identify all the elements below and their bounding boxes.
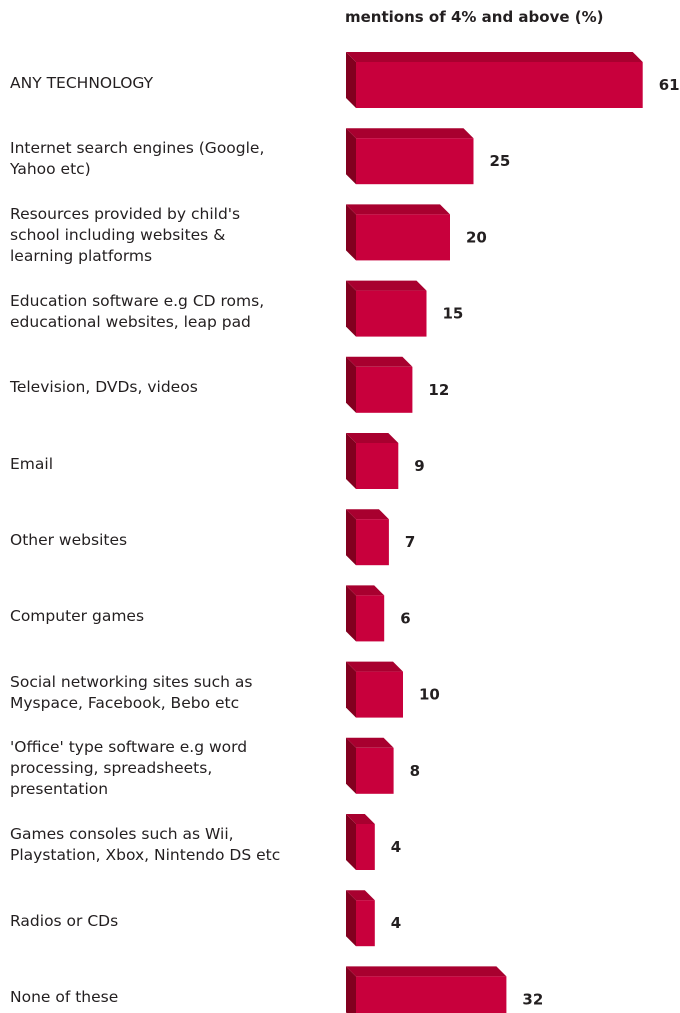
bar-top xyxy=(346,509,389,520)
bar-side xyxy=(346,737,356,794)
value-label: 4 xyxy=(391,914,401,932)
bar xyxy=(346,204,450,261)
category-label: Other websites xyxy=(10,530,128,549)
bar-front xyxy=(356,519,389,566)
bar-front xyxy=(356,900,375,947)
bar-top xyxy=(346,966,507,977)
bar-top xyxy=(346,585,385,596)
bar-top xyxy=(346,814,375,824)
bar-front xyxy=(356,595,385,642)
bar-top xyxy=(346,280,427,291)
bar-front xyxy=(356,366,413,413)
category-labels: ANY TECHNOLOGY Internet search engines (G… xyxy=(10,73,281,1006)
value-label: 15 xyxy=(443,305,464,323)
value-label: 4 xyxy=(391,838,401,856)
bar-side xyxy=(346,661,356,718)
bar-side xyxy=(346,204,356,261)
bar-top xyxy=(346,204,450,215)
bar-side xyxy=(346,509,356,566)
bar-top xyxy=(346,356,413,367)
bar-side xyxy=(346,433,356,489)
bar-side xyxy=(346,890,356,947)
category-label: Education software e.g CD roms, educatio… xyxy=(10,291,265,331)
bar-side xyxy=(346,128,356,185)
bar-side xyxy=(346,585,356,642)
bar-front xyxy=(356,824,375,870)
category-label: 'Office' type software e.g word processi… xyxy=(10,738,248,799)
category-label: Internet search engines (Google, Yahoo e… xyxy=(10,139,265,179)
category-label: Television, DVDs, videos xyxy=(10,378,198,397)
bar xyxy=(346,585,385,642)
bar-top xyxy=(346,890,375,901)
bar-front xyxy=(356,62,643,108)
value-label: 25 xyxy=(490,152,511,170)
category-label: ANY TECHNOLOGY xyxy=(10,73,154,92)
bar-front xyxy=(356,214,450,261)
category-label: Radios or CDs xyxy=(10,911,119,930)
bar xyxy=(346,966,507,1013)
bar xyxy=(346,280,427,337)
bar-front xyxy=(356,138,474,185)
bar-side xyxy=(346,966,356,1013)
chart-title: mentions of 4% and above (%) xyxy=(345,8,604,26)
bar-top xyxy=(346,128,474,139)
value-label: 20 xyxy=(466,228,487,246)
category-label: Resources provided by child's school inc… xyxy=(10,204,241,265)
bar xyxy=(346,509,389,566)
value-label: 9 xyxy=(414,457,424,475)
bar xyxy=(346,737,394,794)
value-label: 32 xyxy=(522,990,543,1008)
value-label: 12 xyxy=(428,381,449,399)
bar xyxy=(346,128,474,185)
value-label: 8 xyxy=(410,762,420,780)
bar-side xyxy=(346,814,356,870)
bar xyxy=(346,52,643,108)
category-label: None of these xyxy=(10,987,119,1006)
bar-front xyxy=(356,671,403,718)
category-label: Email xyxy=(10,454,54,473)
bar-side xyxy=(346,52,356,108)
bar xyxy=(346,890,375,947)
bar xyxy=(346,356,413,413)
bar-top xyxy=(346,661,403,672)
bar-front xyxy=(356,443,399,489)
value-label: 61 xyxy=(659,76,680,94)
bar-side xyxy=(346,356,356,413)
bar-top xyxy=(346,737,394,748)
category-label: Games consoles such as Wii, Playstation,… xyxy=(10,825,281,864)
bar-front xyxy=(356,976,507,1013)
bar-front xyxy=(356,290,427,337)
bar-top xyxy=(346,433,399,443)
category-label: Social networking sites such as Myspace,… xyxy=(10,672,253,712)
bar xyxy=(346,814,375,870)
bar-front xyxy=(356,747,394,794)
value-label: 6 xyxy=(400,609,410,627)
bar xyxy=(346,433,399,489)
value-label: 10 xyxy=(419,686,440,704)
category-label: Computer games xyxy=(10,606,145,625)
bar xyxy=(346,661,403,718)
bar-side xyxy=(346,280,356,337)
bar-top xyxy=(346,52,643,62)
value-label: 7 xyxy=(405,533,415,551)
